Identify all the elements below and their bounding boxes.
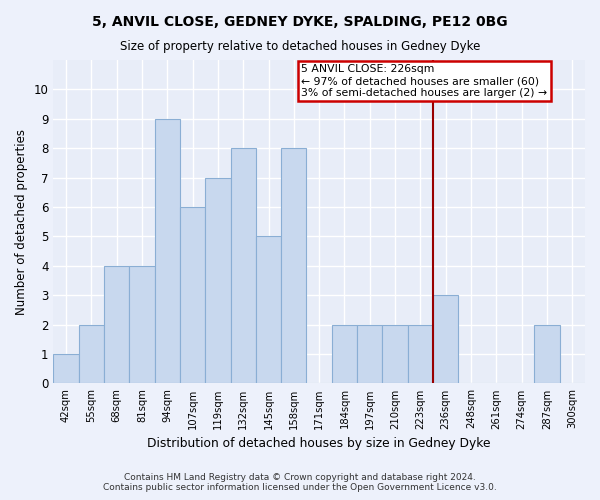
Bar xyxy=(129,266,155,384)
Bar xyxy=(180,207,205,384)
Bar xyxy=(79,324,104,384)
Bar xyxy=(382,324,408,384)
Y-axis label: Number of detached properties: Number of detached properties xyxy=(15,128,28,314)
Bar xyxy=(230,148,256,384)
Text: Size of property relative to detached houses in Gedney Dyke: Size of property relative to detached ho… xyxy=(120,40,480,53)
Bar xyxy=(104,266,129,384)
Bar xyxy=(205,178,230,384)
Bar xyxy=(357,324,382,384)
Bar xyxy=(281,148,307,384)
Text: 5, ANVIL CLOSE, GEDNEY DYKE, SPALDING, PE12 0BG: 5, ANVIL CLOSE, GEDNEY DYKE, SPALDING, P… xyxy=(92,15,508,29)
Bar xyxy=(155,119,180,384)
Bar xyxy=(535,324,560,384)
Bar xyxy=(433,295,458,384)
Bar xyxy=(408,324,433,384)
Text: 5 ANVIL CLOSE: 226sqm
← 97% of detached houses are smaller (60)
3% of semi-detac: 5 ANVIL CLOSE: 226sqm ← 97% of detached … xyxy=(301,64,548,98)
Bar xyxy=(332,324,357,384)
Bar xyxy=(256,236,281,384)
Text: Contains HM Land Registry data © Crown copyright and database right 2024.
Contai: Contains HM Land Registry data © Crown c… xyxy=(103,473,497,492)
X-axis label: Distribution of detached houses by size in Gedney Dyke: Distribution of detached houses by size … xyxy=(148,437,491,450)
Bar xyxy=(53,354,79,384)
